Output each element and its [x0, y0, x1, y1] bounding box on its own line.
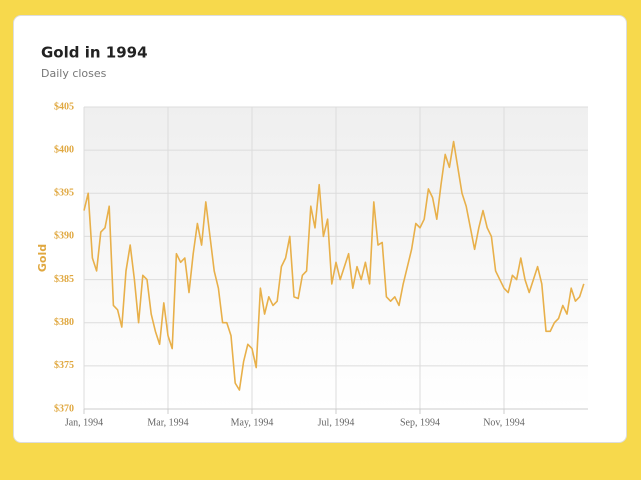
y-tick-label: $385 — [54, 274, 74, 285]
chart-title: Gold in 1994 — [41, 44, 148, 62]
chart-subtitle: Daily closes — [41, 67, 107, 80]
x-tick-label: Nov, 1994 — [483, 417, 525, 428]
y-tick-label: $395 — [54, 188, 74, 199]
y-tick-label: $405 — [54, 101, 74, 112]
x-tick-label: Jan, 1994 — [65, 417, 103, 428]
x-tick-label: Mar, 1994 — [147, 417, 188, 428]
x-tick-label: Jul, 1994 — [318, 417, 355, 428]
x-tick-label: Sep, 1994 — [400, 417, 440, 428]
y-tick-label: $370 — [54, 403, 74, 414]
y-tick-label: $400 — [54, 144, 74, 155]
y-tick-label: $380 — [54, 317, 74, 328]
y-tick-label: $390 — [54, 231, 74, 242]
x-tick-label: May, 1994 — [231, 417, 274, 428]
y-axis-label: Gold — [36, 244, 49, 272]
y-tick-label: $375 — [54, 360, 74, 371]
line — [83, 140, 585, 391]
